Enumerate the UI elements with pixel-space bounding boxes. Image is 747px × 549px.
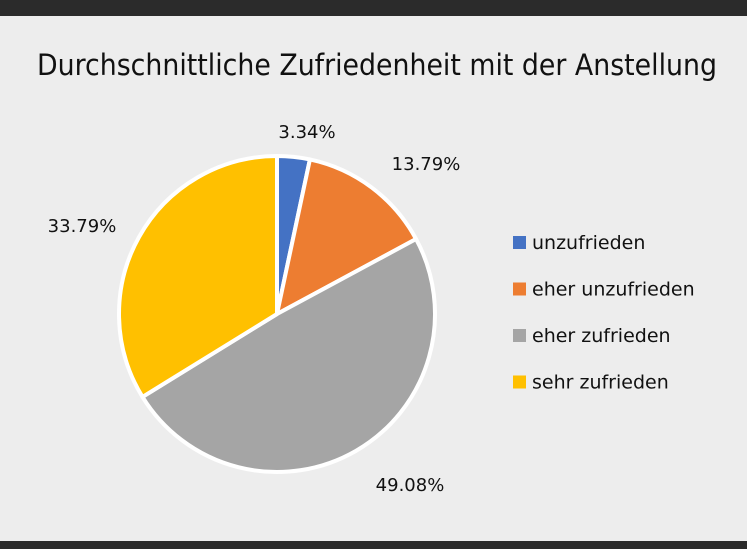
pie-slice-4 [117,154,279,399]
legend-swatch-1 [513,236,526,249]
data-label-4: 33.79% [48,216,117,237]
legend-label-3: eher zufrieden [532,325,671,347]
bottom-frame-bar [0,541,747,549]
data-label-3: 49.08% [376,475,445,496]
legend-label-2: eher unzufrieden [532,279,695,301]
legend-swatch-2 [513,282,526,296]
legend-label-1: unzufrieden [532,232,645,254]
legend-swatch-3 [513,329,526,342]
legend-swatch-4 [513,375,526,389]
chart-title: Durchschnittliche Zufriedenheit mit der … [37,48,717,82]
legend-label-4: sehr zufrieden [532,372,669,394]
pie-slice-2 [275,157,419,316]
top-frame-bar [0,0,747,16]
data-label-2: 13.79% [392,154,461,175]
data-label-1: 3.34% [278,122,335,143]
pie-slice-3 [140,237,437,474]
